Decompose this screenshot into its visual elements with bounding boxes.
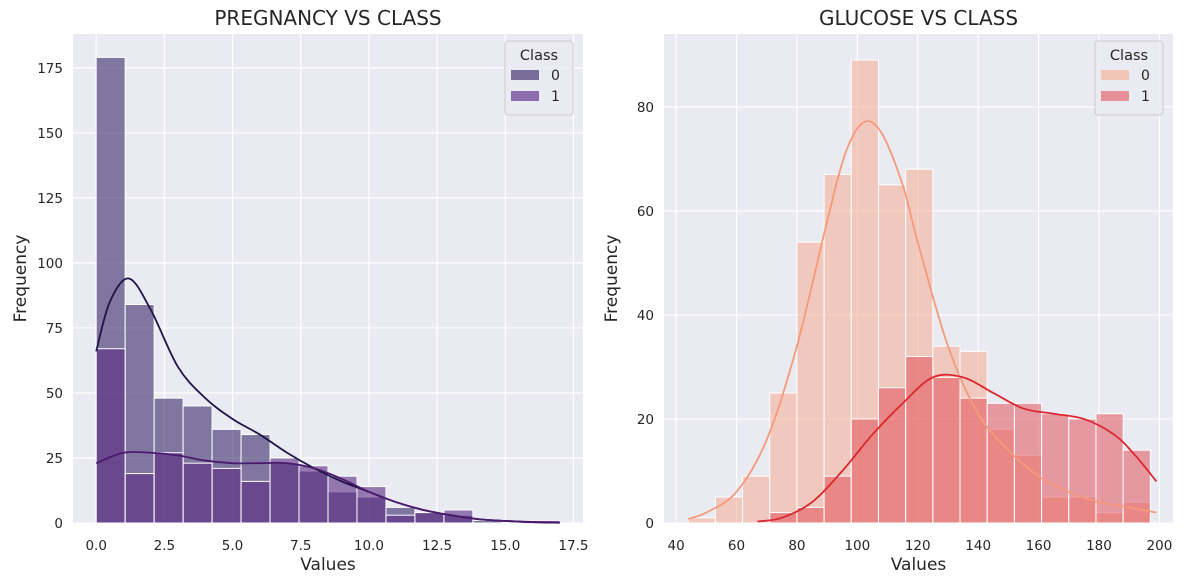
kde-line-0 (687, 120, 1157, 520)
x-tick-label: 7.5 (290, 538, 311, 554)
bar (153, 452, 184, 524)
bar (877, 387, 907, 524)
kde-line-1 (757, 373, 1158, 523)
bar (95, 348, 126, 524)
x-tick-label: 140 (965, 538, 991, 554)
y-tick-label: 25 (46, 451, 63, 467)
legend: Class 0 1 (504, 40, 574, 116)
bar (796, 241, 825, 524)
bar (211, 467, 242, 524)
bar (742, 475, 771, 524)
bar (905, 356, 934, 524)
bar (959, 397, 988, 524)
chart-1: 0.0 2.5 5.0 7.5 10.0 12.5 15.0 17.5 0 25 50 75 100 12… (11, 6, 588, 575)
bar (182, 462, 213, 524)
chart-title: PREGNANCY VS CLASS (214, 6, 441, 30)
y-tick-label: 175 (37, 61, 63, 77)
x-tick-label: 40 (667, 538, 684, 554)
bar (385, 514, 416, 524)
x-tick-label: 100 (844, 538, 870, 554)
y-tick-label: 60 (637, 204, 654, 220)
bar (850, 418, 879, 524)
legend: Class 0 1 (1094, 40, 1164, 116)
bar (1122, 449, 1151, 524)
bar (1041, 413, 1070, 524)
legend-swatch-0 (1101, 70, 1129, 80)
bar (124, 473, 155, 524)
legend-swatch-1 (511, 91, 539, 101)
x-tick-label: 2.5 (154, 538, 175, 554)
y-tick-label: 150 (37, 126, 63, 142)
y-tick-label: 50 (46, 386, 63, 402)
bar-series-1 (95, 348, 561, 524)
y-axis-label: Frequency (602, 235, 622, 323)
y-tick-label: 125 (37, 191, 63, 207)
legend-swatch-1 (1101, 91, 1129, 101)
bar (298, 465, 329, 524)
bar (986, 402, 1015, 524)
bar (769, 392, 798, 524)
chart-2: 40 60 80 100 120 140 160 180 200 0 20 40 60 80 GLUCOSE… (602, 6, 1173, 575)
bar (823, 173, 852, 524)
y-tick-label: 0 (54, 516, 63, 532)
bar (1068, 418, 1097, 524)
y-axis-label: Frequency (11, 235, 31, 323)
x-tick-label: 15.0 (490, 538, 520, 554)
y-tick-label: 75 (46, 321, 63, 337)
x-tick-label: 160 (1026, 538, 1052, 554)
bar (1013, 402, 1043, 524)
y-tick-label: 0 (645, 516, 654, 532)
legend-title: Class (520, 48, 558, 64)
x-tick-label: 10.0 (354, 538, 384, 554)
y-tick-label: 100 (37, 256, 63, 272)
x-tick-label: 180 (1086, 538, 1112, 554)
y-tick-label: 80 (637, 100, 654, 116)
x-tick-label: 60 (728, 538, 745, 554)
x-axis-label: Values (891, 555, 947, 575)
legend-label-0: 0 (551, 68, 560, 84)
y-tick-label: 40 (637, 308, 654, 324)
x-tick-label: 120 (905, 538, 931, 554)
bar (823, 475, 852, 524)
x-tick-label: 12.5 (422, 538, 452, 554)
bar (714, 496, 744, 524)
kde-line-1 (95, 450, 560, 524)
x-tick-label: 80 (788, 538, 805, 554)
bar (269, 457, 300, 524)
legend-title: Class (1110, 48, 1148, 64)
x-tick-label: 200 (1147, 538, 1173, 554)
legend-swatch-0 (511, 70, 539, 80)
legend-label-0: 0 (1141, 68, 1150, 84)
chart-title: GLUCOSE VS CLASS (819, 6, 1018, 30)
x-tick-label: 0.0 (85, 538, 106, 554)
legend-label-1: 1 (551, 89, 560, 105)
bar (932, 376, 961, 524)
legend-label-1: 1 (1141, 89, 1150, 105)
x-tick-label: 5.0 (222, 538, 243, 554)
x-axis-label: Values (300, 555, 356, 575)
y-tick-label: 20 (637, 412, 654, 428)
bar (240, 480, 271, 524)
x-tick-label: 17.5 (558, 538, 588, 554)
